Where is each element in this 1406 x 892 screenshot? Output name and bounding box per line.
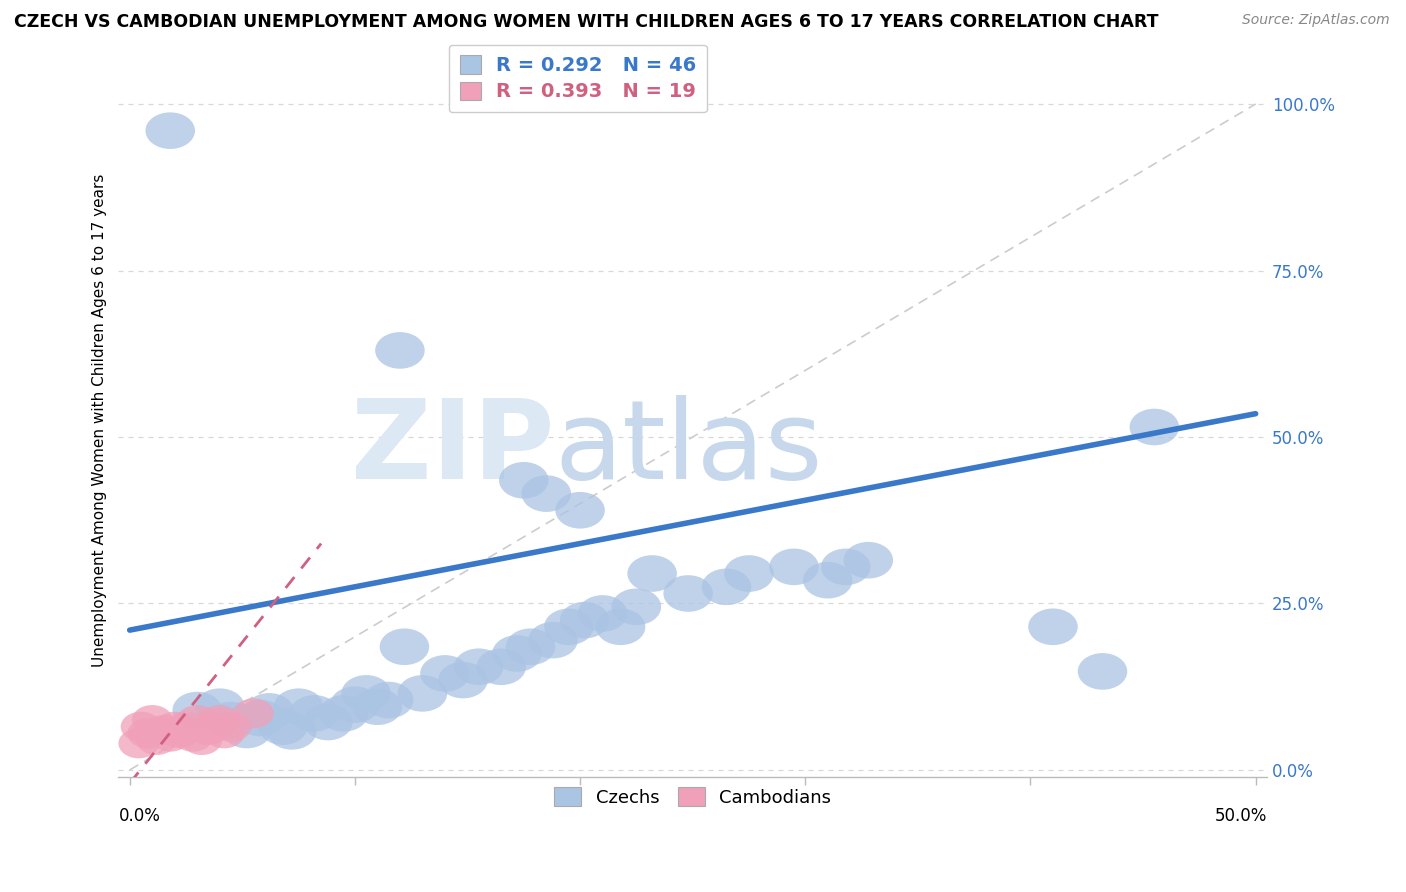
Ellipse shape — [627, 555, 676, 591]
Ellipse shape — [207, 702, 256, 739]
Ellipse shape — [477, 648, 526, 685]
Legend: Czechs, Cambodians: Czechs, Cambodians — [547, 780, 838, 814]
Ellipse shape — [578, 595, 627, 632]
Ellipse shape — [702, 568, 751, 605]
Ellipse shape — [544, 608, 593, 645]
Text: ZIP: ZIP — [352, 395, 555, 502]
Ellipse shape — [150, 722, 190, 752]
Ellipse shape — [454, 648, 503, 685]
Ellipse shape — [290, 695, 339, 731]
Ellipse shape — [353, 689, 402, 725]
Text: atlas: atlas — [555, 395, 824, 502]
Ellipse shape — [259, 708, 308, 745]
Ellipse shape — [155, 712, 195, 741]
Ellipse shape — [492, 635, 541, 672]
Ellipse shape — [522, 475, 571, 512]
Ellipse shape — [177, 705, 218, 735]
Ellipse shape — [375, 332, 425, 368]
Ellipse shape — [181, 725, 222, 755]
Ellipse shape — [439, 662, 488, 698]
Ellipse shape — [274, 689, 323, 725]
Ellipse shape — [267, 713, 316, 749]
Ellipse shape — [821, 549, 870, 585]
Text: CZECH VS CAMBODIAN UNEMPLOYMENT AMONG WOMEN WITH CHILDREN AGES 6 TO 17 YEARS COR: CZECH VS CAMBODIAN UNEMPLOYMENT AMONG WO… — [14, 13, 1159, 31]
Ellipse shape — [769, 549, 818, 585]
Ellipse shape — [132, 705, 173, 735]
Ellipse shape — [195, 689, 245, 725]
Text: 0.0%: 0.0% — [118, 806, 160, 824]
Ellipse shape — [664, 575, 713, 612]
Ellipse shape — [398, 675, 447, 712]
Text: 50.0%: 50.0% — [1215, 806, 1267, 824]
Ellipse shape — [211, 712, 252, 741]
Ellipse shape — [612, 589, 661, 625]
Ellipse shape — [803, 562, 852, 599]
Ellipse shape — [200, 705, 240, 735]
Ellipse shape — [319, 695, 368, 731]
Ellipse shape — [143, 715, 184, 745]
Ellipse shape — [233, 698, 274, 729]
Ellipse shape — [529, 622, 578, 658]
Ellipse shape — [342, 675, 391, 712]
Ellipse shape — [159, 718, 200, 748]
Ellipse shape — [304, 704, 353, 740]
Ellipse shape — [380, 629, 429, 665]
Ellipse shape — [1078, 653, 1128, 690]
Ellipse shape — [724, 555, 773, 591]
Ellipse shape — [506, 629, 555, 665]
Text: Source: ZipAtlas.com: Source: ZipAtlas.com — [1241, 13, 1389, 28]
Ellipse shape — [560, 602, 609, 639]
Ellipse shape — [1129, 409, 1180, 445]
Ellipse shape — [145, 112, 195, 149]
Ellipse shape — [195, 708, 236, 739]
Ellipse shape — [173, 722, 214, 752]
Ellipse shape — [844, 541, 893, 579]
Ellipse shape — [364, 681, 413, 718]
Ellipse shape — [499, 462, 548, 499]
Ellipse shape — [188, 715, 229, 745]
Ellipse shape — [128, 718, 167, 748]
Ellipse shape — [222, 712, 271, 748]
Ellipse shape — [121, 712, 162, 741]
Ellipse shape — [118, 729, 159, 758]
Ellipse shape — [596, 608, 645, 645]
Ellipse shape — [245, 693, 294, 730]
Ellipse shape — [1028, 608, 1078, 645]
Ellipse shape — [166, 712, 207, 741]
Ellipse shape — [173, 691, 222, 729]
Ellipse shape — [204, 718, 245, 748]
Ellipse shape — [236, 699, 285, 736]
Ellipse shape — [420, 655, 470, 691]
Y-axis label: Unemployment Among Women with Children Ages 6 to 17 years: Unemployment Among Women with Children A… — [93, 174, 107, 667]
Ellipse shape — [136, 725, 177, 755]
Ellipse shape — [330, 687, 380, 723]
Ellipse shape — [555, 491, 605, 529]
